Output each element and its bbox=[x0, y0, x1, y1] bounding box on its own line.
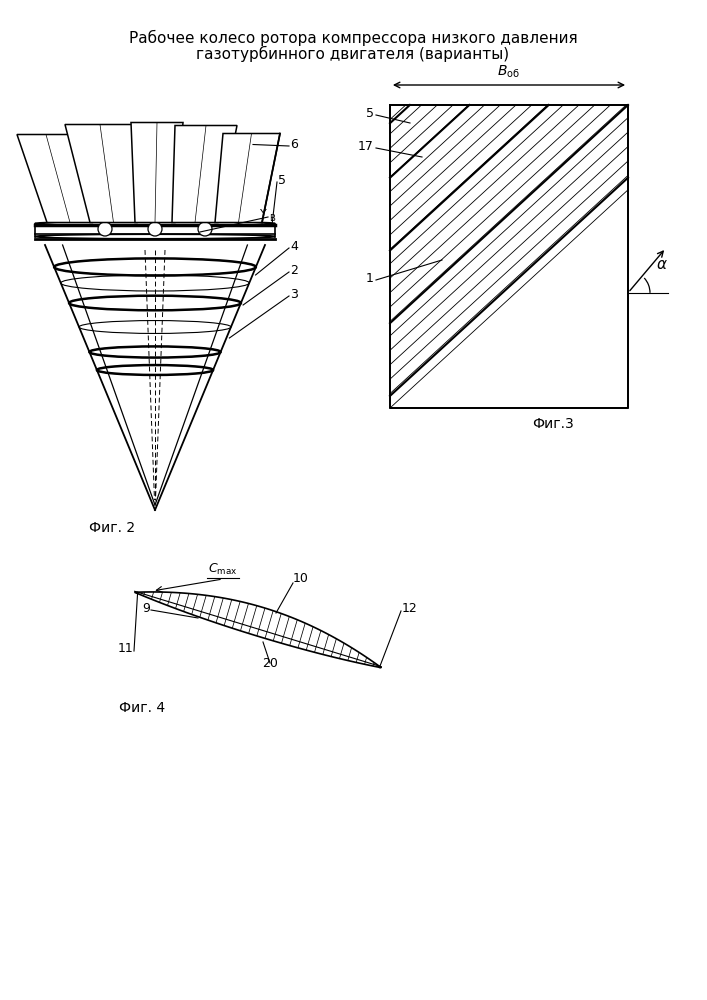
Ellipse shape bbox=[35, 234, 275, 239]
Text: 10: 10 bbox=[293, 572, 309, 585]
Circle shape bbox=[148, 222, 162, 236]
Polygon shape bbox=[65, 124, 137, 223]
Bar bbox=[35, 224, 275, 236]
Bar bbox=[390, 105, 628, 408]
Polygon shape bbox=[17, 134, 93, 223]
Polygon shape bbox=[131, 122, 183, 223]
Text: 12: 12 bbox=[402, 602, 418, 615]
Text: Фиг.3: Фиг.3 bbox=[532, 417, 574, 431]
Text: Рабочее колесо ротора компрессора низкого давления: Рабочее колесо ротора компрессора низког… bbox=[129, 30, 578, 46]
Polygon shape bbox=[172, 125, 237, 223]
Text: газотурбинного двигателя (варианты): газотурбинного двигателя (варианты) bbox=[197, 46, 510, 62]
Text: 9: 9 bbox=[142, 602, 150, 615]
Text: 6: 6 bbox=[290, 138, 298, 151]
Ellipse shape bbox=[35, 221, 275, 226]
Text: 20: 20 bbox=[262, 657, 278, 670]
Circle shape bbox=[198, 222, 212, 236]
Text: 17: 17 bbox=[358, 140, 374, 153]
Text: $\alpha$: $\alpha$ bbox=[656, 257, 668, 272]
Text: 4: 4 bbox=[290, 240, 298, 253]
Polygon shape bbox=[215, 133, 280, 223]
Text: $B_{\rm об}$: $B_{\rm об}$ bbox=[498, 64, 520, 80]
Bar bbox=[390, 105, 628, 408]
Text: Y: Y bbox=[260, 209, 267, 219]
Text: 3: 3 bbox=[290, 288, 298, 301]
Text: Фиг. 2: Фиг. 2 bbox=[89, 521, 135, 535]
Polygon shape bbox=[134, 592, 381, 668]
Text: Фиг. 4: Фиг. 4 bbox=[119, 701, 165, 715]
Text: 11: 11 bbox=[117, 642, 133, 655]
Circle shape bbox=[98, 222, 112, 236]
Text: 2: 2 bbox=[290, 264, 298, 277]
Text: 5: 5 bbox=[366, 107, 374, 120]
Text: B: B bbox=[269, 214, 275, 223]
Text: 1: 1 bbox=[366, 272, 374, 285]
Text: 5: 5 bbox=[278, 174, 286, 187]
Text: $C_{\rm max}$: $C_{\rm max}$ bbox=[209, 562, 238, 577]
